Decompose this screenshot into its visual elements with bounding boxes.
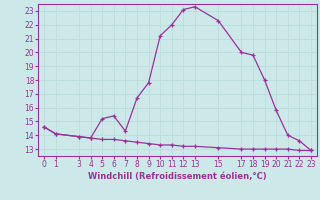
X-axis label: Windchill (Refroidissement éolien,°C): Windchill (Refroidissement éolien,°C) [88, 172, 267, 181]
